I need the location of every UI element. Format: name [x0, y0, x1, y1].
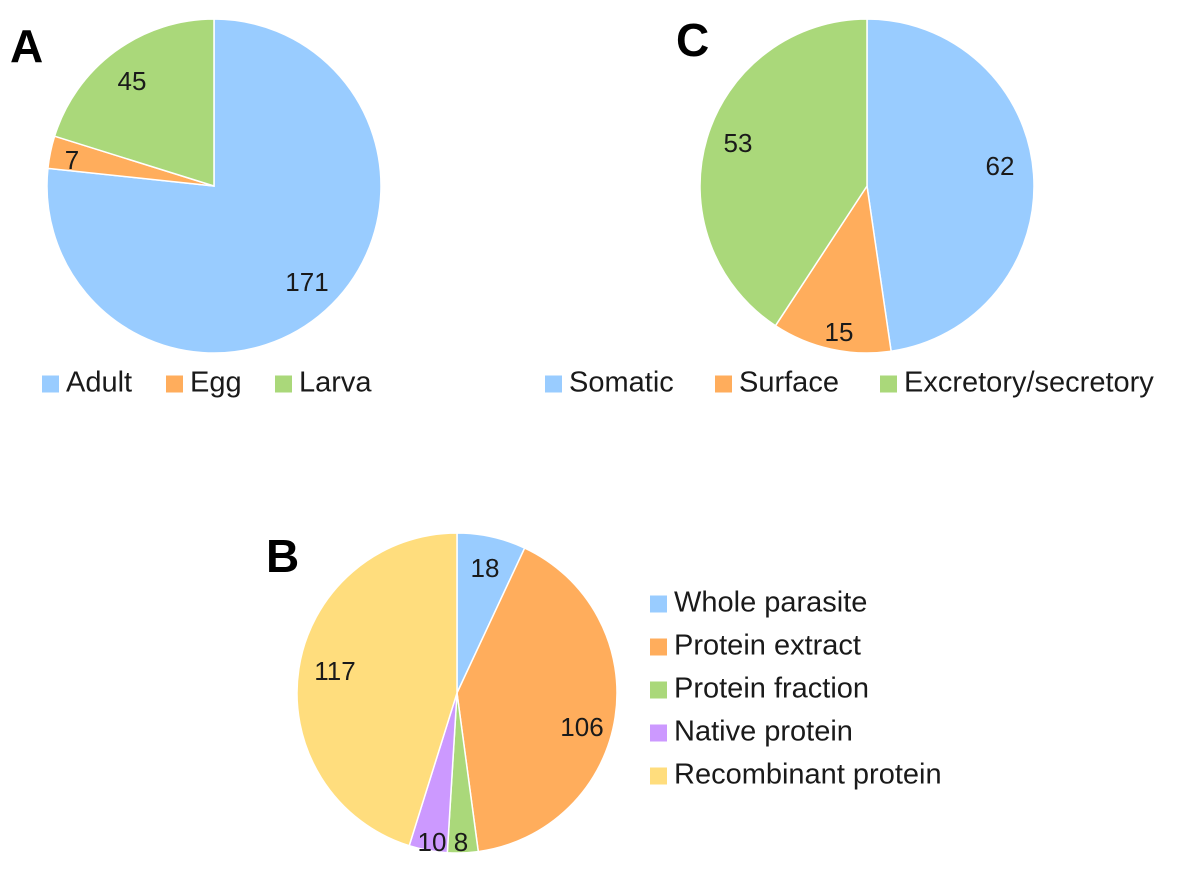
panel-c-letter: C	[676, 14, 709, 66]
panel-a-slice-adult	[46, 18, 382, 354]
panel-b-legend-swatch-native-protein	[650, 724, 667, 742]
panel-a-slice-larva	[53, 18, 215, 188]
panel-a-legend-item-egg: Egg	[166, 367, 242, 399]
panel-a-letter: A	[10, 20, 43, 72]
panel-c-slice-labels: 62 15 53	[724, 128, 1015, 347]
panel-a-legend-item-adult: Adult	[42, 367, 132, 399]
panel-a-legend-label-larva: Larva	[299, 367, 372, 399]
panel-b-value-label-native-protein: 10	[418, 827, 447, 857]
panel-a-legend-swatch-larva	[275, 375, 292, 393]
panel-c-legend-item-surface: Surface	[715, 367, 839, 399]
panel-c: C 62 15 53 Somatic Surface Excretory/secreto…	[545, 14, 1154, 399]
panel-b-legend-swatch-whole-parasite	[650, 595, 667, 613]
panel-c-value-label-excretory-secretory: 53	[724, 128, 753, 158]
panel-b-value-label-recombinant-protein: 117	[314, 656, 355, 686]
panel-c-slice-somatic	[866, 18, 1035, 353]
panel-b-legend-label-protein-fraction: Protein fraction	[674, 673, 869, 705]
panel-c-slices	[699, 18, 1035, 354]
panel-c-slice-surface	[774, 183, 892, 354]
panel-a-legend-item-larva: Larva	[275, 367, 372, 399]
panel-b-legend-label-recombinant-protein: Recombinant protein	[674, 759, 942, 791]
panel-b-value-label-protein-fraction: 8	[454, 827, 468, 857]
panel-a-legend-label-egg: Egg	[190, 367, 242, 399]
panel-c-slice-excretory-secretory	[699, 18, 868, 327]
panel-b-value-label-protein-extract: 106	[560, 712, 603, 742]
panel-a-legend-swatch-egg	[166, 375, 183, 393]
panel-b-legend-swatch-recombinant-protein	[650, 767, 667, 785]
panel-b-legend-item-native-protein: Native protein	[650, 716, 853, 748]
panel-a-legend-swatch-adult	[42, 375, 59, 393]
panel-b-legend-label-native-protein: Native protein	[674, 716, 853, 748]
panel-b-legend-item-whole-parasite: Whole parasite	[650, 587, 867, 619]
panel-b-legend-swatch-protein-extract	[650, 638, 667, 656]
panel-b-legend-label-protein-extract: Protein extract	[674, 630, 861, 662]
panel-b-legend: Whole parasite Protein extract Protein fra…	[650, 587, 942, 791]
panel-a-slices	[46, 18, 382, 354]
panel-b-value-label-whole-parasite: 18	[471, 553, 500, 583]
panel-a-legend-label-adult: Adult	[66, 367, 132, 399]
panel-a-legend: Adult Egg Larva	[42, 367, 372, 399]
panel-c-legend-item-excretory-secretory: Excretory/secretory	[880, 367, 1154, 399]
panel-a-slice-labels: 171 7 45	[65, 66, 329, 297]
panel-b: B 18 106 810 117 Whole parasite Protein extr…	[266, 530, 942, 857]
panel-c-legend-item-somatic: Somatic	[545, 367, 674, 399]
panel-c-value-label-surface: 15	[825, 317, 854, 347]
panel-c-legend-swatch-excretory-secretory	[880, 375, 897, 393]
panel-b-slice-labels: 18 106 810 117	[314, 553, 603, 857]
panel-b-slice-protein-extract	[456, 547, 618, 853]
panel-b-legend-item-protein-fraction: Protein fraction	[650, 673, 869, 705]
panel-a: A 171 7 45 Adult Egg Larva	[10, 18, 382, 399]
panel-b-letter: B	[266, 530, 299, 582]
panel-c-legend: Somatic Surface Excretory/secretory	[545, 367, 1154, 399]
panel-c-legend-label-surface: Surface	[739, 367, 839, 399]
panel-b-legend-item-protein-extract: Protein extract	[650, 630, 861, 662]
panel-a-value-label-adult: 171	[285, 267, 328, 297]
panel-b-legend-item-recombinant-protein: Recombinant protein	[650, 759, 942, 791]
panel-c-legend-label-excretory-secretory: Excretory/secretory	[904, 367, 1154, 399]
panel-b-legend-label-whole-parasite: Whole parasite	[674, 587, 867, 619]
panel-b-legend-swatch-protein-fraction	[650, 681, 667, 699]
panel-b-slices	[296, 532, 618, 854]
panel-c-value-label-somatic: 62	[986, 151, 1015, 181]
panel-c-legend-swatch-surface	[715, 375, 732, 393]
panel-c-legend-label-somatic: Somatic	[569, 367, 674, 399]
panel-a-value-label-egg: 7	[65, 145, 79, 175]
panel-b-slice-recombinant-protein	[296, 532, 458, 847]
panel-a-value-label-larva: 45	[118, 66, 147, 96]
panel-c-legend-swatch-somatic	[545, 375, 562, 393]
